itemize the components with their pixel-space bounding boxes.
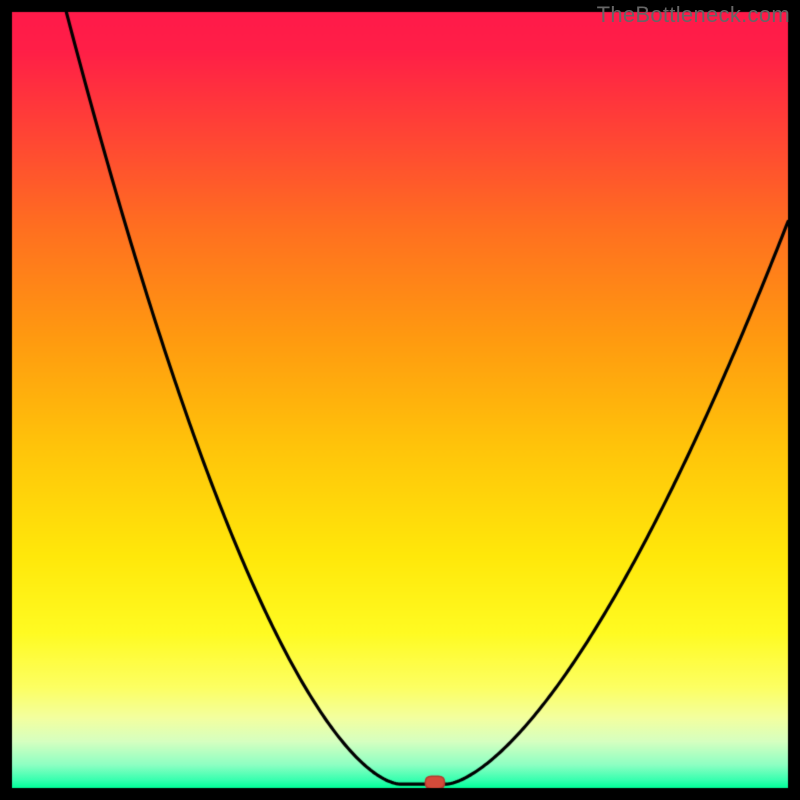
bottleneck-chart [0, 0, 800, 800]
watermark-text: TheBottleneck.com [597, 2, 790, 28]
